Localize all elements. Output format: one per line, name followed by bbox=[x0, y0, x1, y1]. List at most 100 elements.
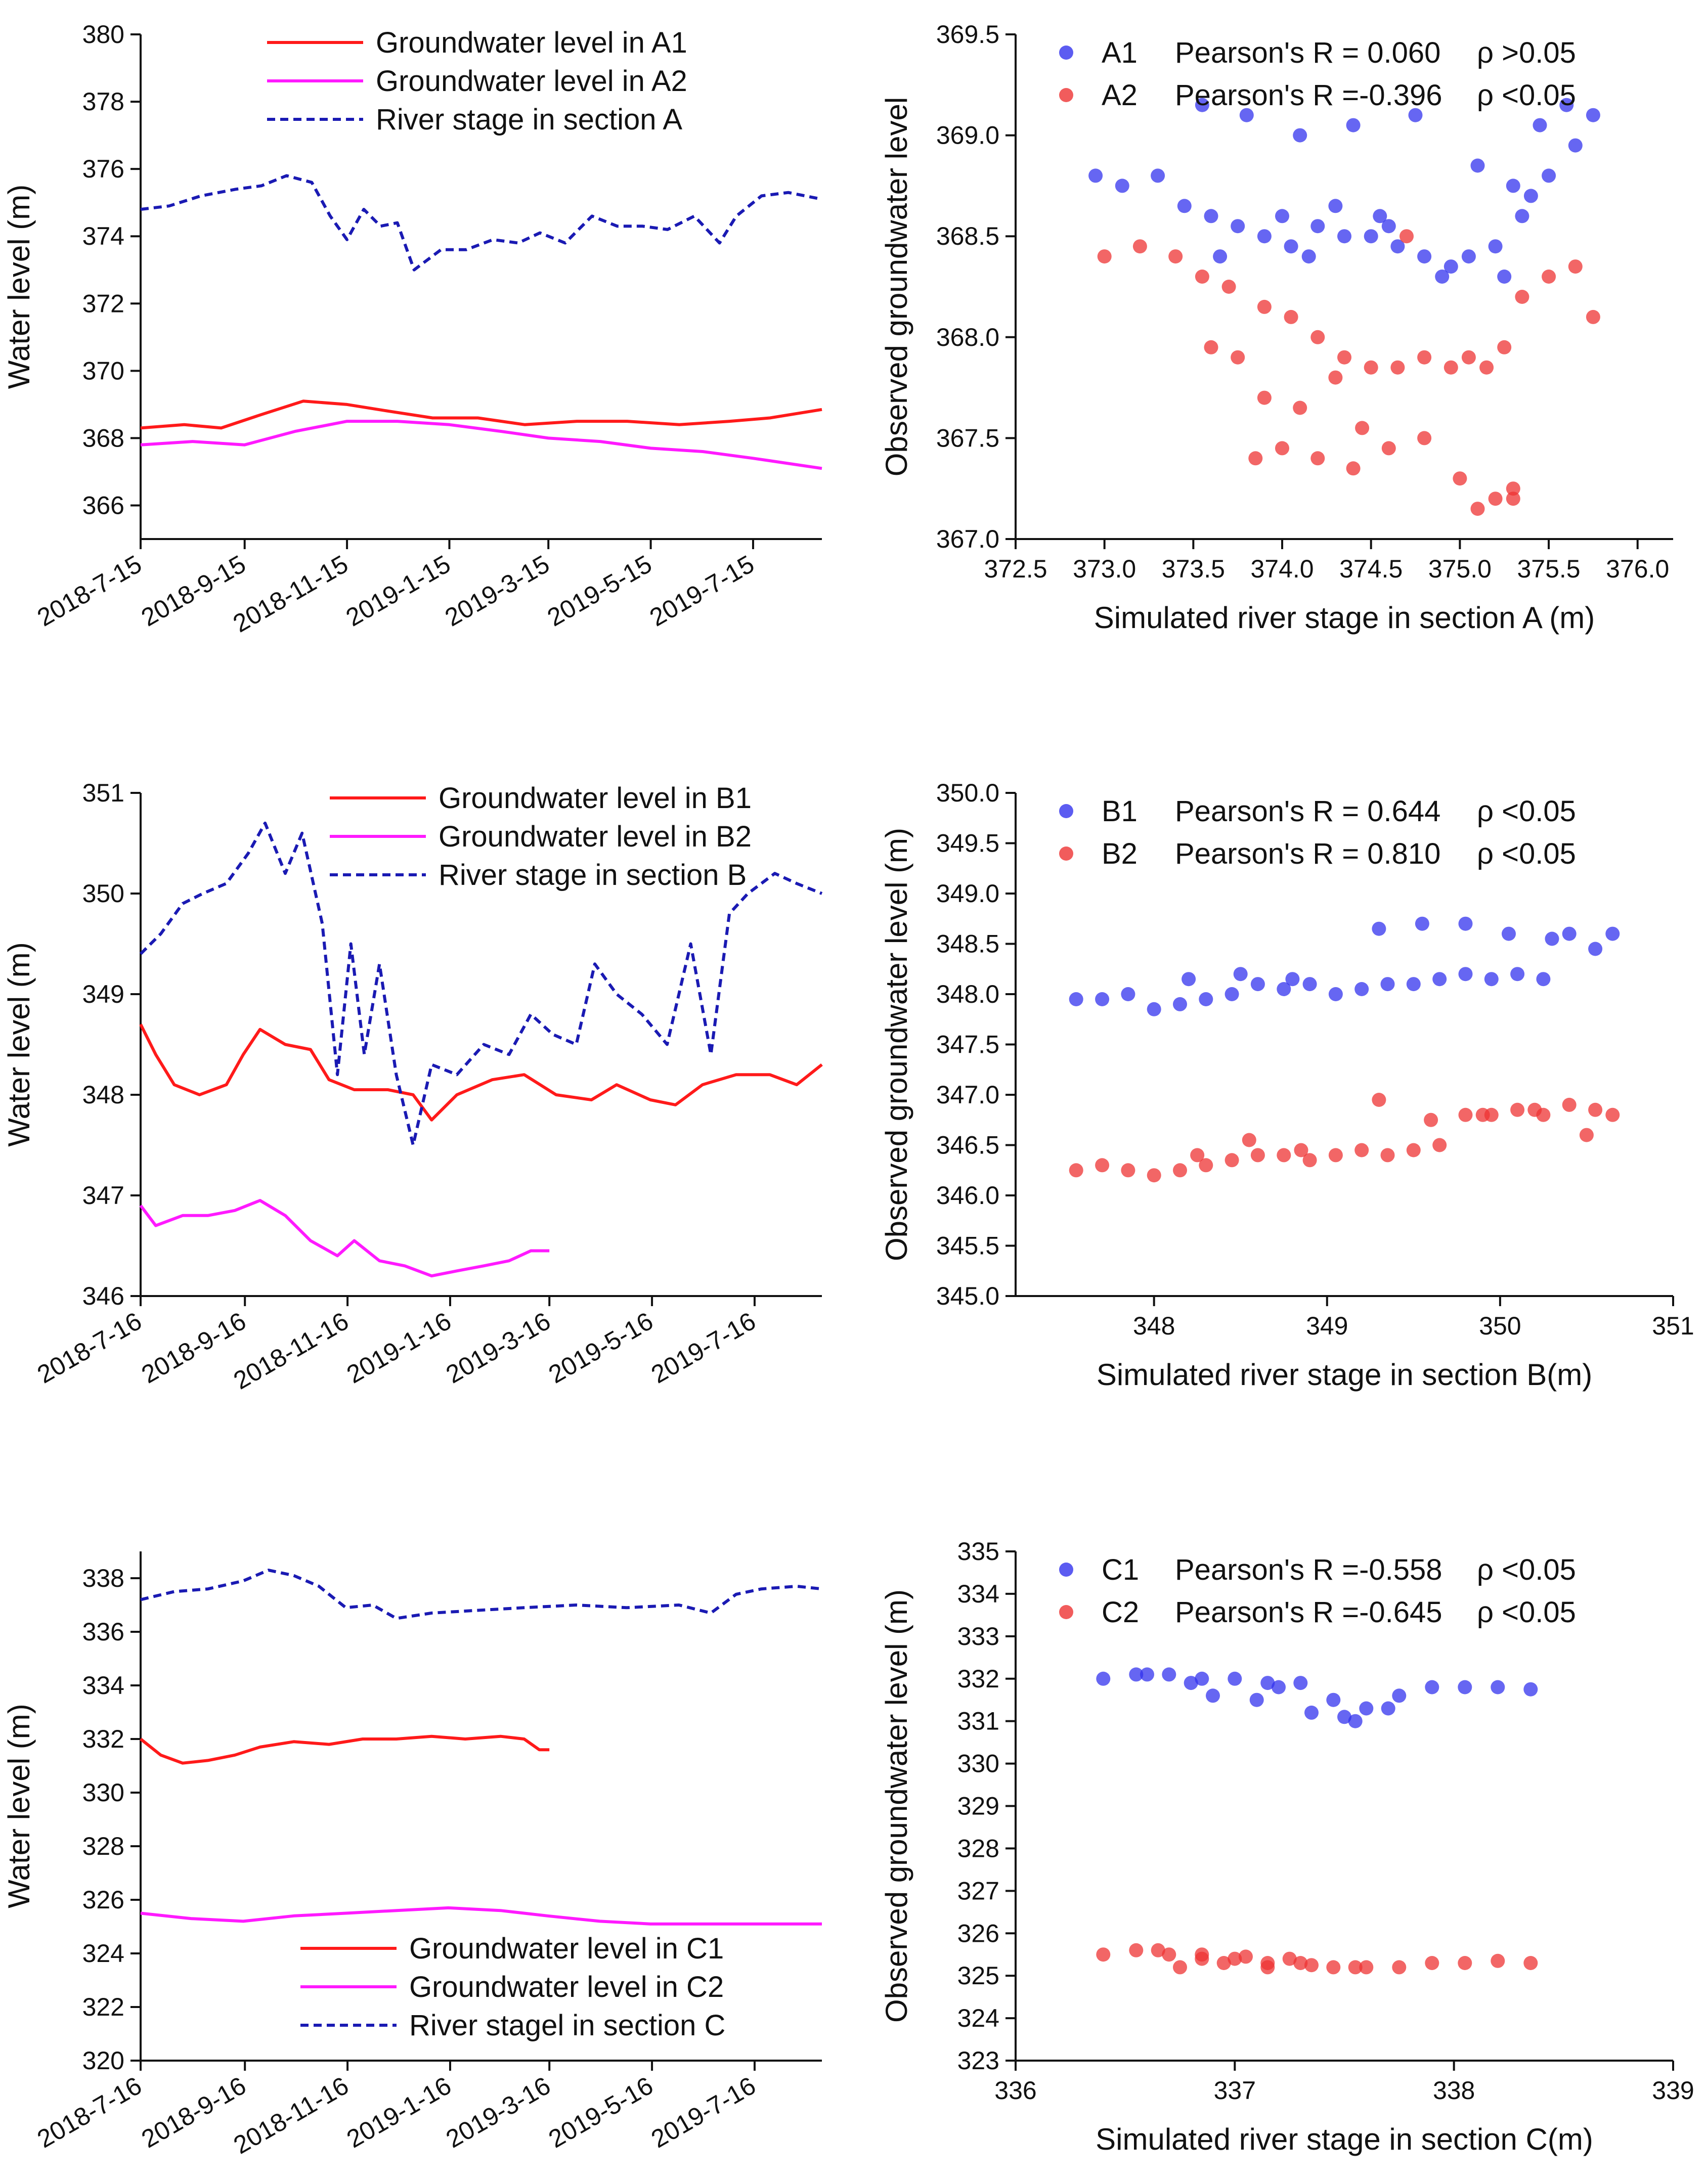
scatter-point-B1 bbox=[1277, 982, 1291, 996]
scatter-point-B1 bbox=[1605, 926, 1620, 941]
scatter-point-A1 bbox=[1417, 249, 1432, 264]
scatter-point-B2 bbox=[1199, 1158, 1213, 1173]
y-tick-label: 325 bbox=[957, 1962, 999, 1990]
scatter-point-B1 bbox=[1121, 987, 1135, 1001]
y-tick-label: 345.5 bbox=[936, 1232, 999, 1260]
scatter-point-A1 bbox=[1559, 98, 1574, 112]
x-tick-label: 2019-1-15 bbox=[341, 550, 455, 632]
scatter-point-B1 bbox=[1432, 972, 1447, 987]
y-tick-label: 324 bbox=[82, 1939, 124, 1968]
y-axis-label: Water level (m) bbox=[2, 942, 36, 1146]
scatter-point-A2 bbox=[1275, 441, 1289, 456]
scatter-point-A1 bbox=[1231, 219, 1245, 234]
scatter-point-B1 bbox=[1224, 987, 1239, 1001]
y-tick-label: 368.0 bbox=[936, 323, 999, 351]
y-tick-label: 345.0 bbox=[936, 1282, 999, 1310]
scatter-point-B1 bbox=[1147, 1002, 1161, 1016]
scatter-point-A1 bbox=[1373, 209, 1387, 224]
legend-marker bbox=[1059, 1605, 1073, 1619]
scatter-point-C2 bbox=[1282, 1951, 1297, 1966]
scatter-point-B1 bbox=[1302, 977, 1317, 992]
y-axis-label: Water level (m) bbox=[2, 185, 36, 389]
scatter-point-A2 bbox=[1443, 360, 1458, 375]
x-tick-label: 2019-1-16 bbox=[342, 1307, 456, 1389]
scatter-point-C2 bbox=[1326, 1960, 1341, 1975]
scatter-point-C1 bbox=[1348, 1714, 1363, 1728]
scatter-point-B1 bbox=[1069, 992, 1083, 1006]
scatter-point-A1 bbox=[1515, 209, 1529, 224]
x-tick-label: 374.0 bbox=[1250, 555, 1314, 583]
legend-pearson: Pearson's R =-0.396 bbox=[1175, 79, 1442, 112]
scatter-point-C2 bbox=[1162, 1947, 1176, 1962]
scatter-point-B1 bbox=[1415, 916, 1429, 931]
panel-c-scatter: 323 324 325 326 327 328 329 330 331 332 333 334 335 3… bbox=[880, 1537, 1694, 2156]
legend-series-name: A2 bbox=[1102, 79, 1138, 112]
scatter-point-B2 bbox=[1458, 1107, 1473, 1122]
y-tick-label: 347 bbox=[82, 1181, 124, 1210]
scatter-point-C2 bbox=[1216, 1956, 1231, 1970]
x-axis-label: Simulated river stage in section B(m) bbox=[1097, 1358, 1592, 1392]
legend-label: Groundwater level in B2 bbox=[439, 820, 752, 853]
scatter-point-A1 bbox=[1435, 270, 1450, 284]
scatter-point-A2 bbox=[1461, 350, 1476, 365]
scatter-point-C2 bbox=[1458, 1956, 1472, 1970]
x-tick-label: 336 bbox=[994, 2076, 1036, 2105]
legend-pearson: Pearson's R = 0.810 bbox=[1175, 837, 1440, 870]
scatter-point-C2 bbox=[1293, 1956, 1308, 1970]
x-tick-label: 351 bbox=[1652, 1312, 1694, 1340]
x-tick-label: 2019-7-16 bbox=[646, 1307, 760, 1389]
scatter-point-A1 bbox=[1568, 138, 1583, 153]
legend-significance: ρ <0.05 bbox=[1477, 1596, 1576, 1629]
series-line-2 bbox=[140, 1906, 822, 1926]
panel-a-timeseries: 3663683703723743763783802018-7-152018-9-… bbox=[2, 20, 822, 638]
scatter-point-B1 bbox=[1380, 977, 1395, 992]
scatter-point-A1 bbox=[1115, 179, 1129, 193]
legend-pearson: Pearson's R = 0.060 bbox=[1175, 36, 1440, 69]
scatter-point-B1 bbox=[1095, 992, 1110, 1006]
legend-significance: ρ >0.05 bbox=[1477, 36, 1576, 69]
x-tick-label: 348 bbox=[1133, 1312, 1175, 1340]
scatter-point-B1 bbox=[1406, 977, 1421, 992]
x-tick-label: 375.0 bbox=[1428, 555, 1492, 583]
scatter-point-A1 bbox=[1177, 199, 1192, 213]
scatter-point-C1 bbox=[1184, 1676, 1198, 1690]
scatter-point-C2 bbox=[1228, 1951, 1242, 1966]
scatter-point-A2 bbox=[1515, 290, 1529, 304]
scatter-point-A2 bbox=[1346, 461, 1361, 476]
x-tick-label: 2019-7-16 bbox=[646, 2071, 760, 2153]
scatter-point-C1 bbox=[1304, 1705, 1319, 1720]
scatter-point-A2 bbox=[1284, 309, 1298, 324]
x-tick-label: 2018-7-16 bbox=[32, 1307, 146, 1389]
panel-c-timeseries: 320 322 324 326 328 330 332 334 336 338 2018-7-16 2… bbox=[2, 1551, 822, 2160]
scatter-point-C1 bbox=[1523, 1682, 1538, 1697]
scatter-point-B2 bbox=[1250, 1148, 1265, 1163]
x-tick-label: 2018-11-16 bbox=[229, 2071, 353, 2160]
scatter-point-C2 bbox=[1096, 1947, 1111, 1962]
scatter-point-B2 bbox=[1475, 1107, 1490, 1122]
x-tick-label: 373.5 bbox=[1162, 555, 1225, 583]
x-tick-label: 2018-7-15 bbox=[32, 550, 146, 632]
scatter-point-B2 bbox=[1147, 1168, 1161, 1183]
y-tick-label: 330 bbox=[82, 1778, 124, 1807]
y-tick-label: 366 bbox=[82, 491, 124, 519]
scatter-point-B2 bbox=[1354, 1143, 1369, 1157]
scatter-point-B1 bbox=[1458, 967, 1473, 982]
y-tick-label: 331 bbox=[957, 1707, 999, 1735]
scatter-point-C1 bbox=[1162, 1667, 1176, 1682]
legend-pearson: Pearson's R =-0.558 bbox=[1175, 1553, 1442, 1586]
scatter-point-A2 bbox=[1293, 400, 1307, 415]
legend-marker bbox=[1059, 846, 1073, 861]
scatter-point-B2 bbox=[1380, 1148, 1395, 1163]
panel-b-scatter: 345.0 345.5 346.0 346.5 347.0 347.5 348.0 348.5… bbox=[880, 779, 1694, 1392]
scatter-point-A2 bbox=[1586, 309, 1600, 324]
x-tick-label: 350 bbox=[1479, 1312, 1521, 1340]
scatter-point-A2 bbox=[1221, 280, 1236, 294]
scatter-point-C2 bbox=[1239, 1949, 1253, 1964]
y-tick-label: 348.0 bbox=[936, 980, 999, 1008]
scatter-point-C2 bbox=[1425, 1956, 1439, 1970]
y-tick-label: 378 bbox=[82, 87, 124, 116]
y-tick-label: 368.5 bbox=[936, 222, 999, 250]
scatter-point-B2 bbox=[1510, 1102, 1525, 1117]
scatter-point-A2 bbox=[1204, 340, 1218, 354]
scatter-point-C1 bbox=[1195, 1671, 1209, 1686]
